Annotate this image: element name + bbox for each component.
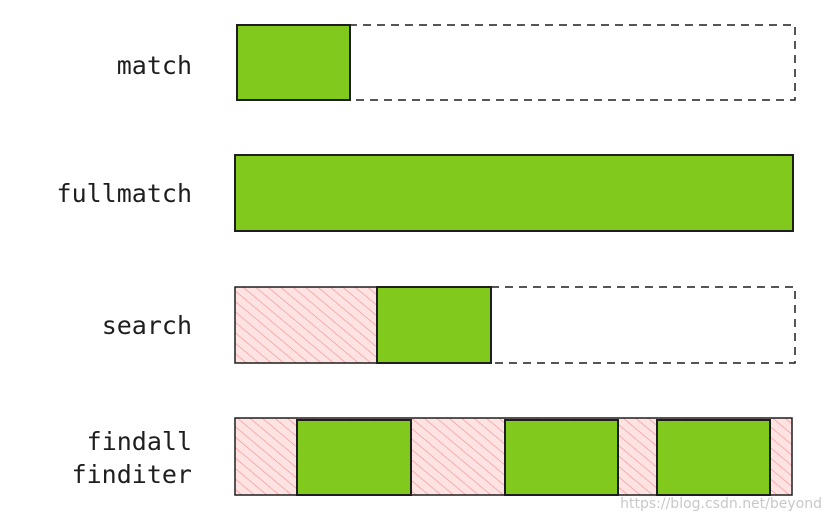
match-region bbox=[236, 24, 351, 101]
match-region bbox=[376, 286, 492, 364]
row-label: fullmatch bbox=[57, 179, 192, 208]
row-label: findall bbox=[87, 427, 192, 456]
watermark: https://blog.csdn.net/beyond bbox=[620, 496, 822, 512]
unmatched-region bbox=[490, 286, 796, 364]
match-region bbox=[656, 419, 771, 496]
row-label: match bbox=[117, 51, 192, 80]
match-region bbox=[504, 419, 619, 496]
row-label: finditer bbox=[72, 460, 192, 489]
skipped-region bbox=[234, 286, 378, 364]
row-label: search bbox=[102, 311, 192, 340]
match-region bbox=[296, 419, 412, 496]
unmatched-region bbox=[236, 24, 796, 101]
match-region bbox=[234, 154, 794, 232]
